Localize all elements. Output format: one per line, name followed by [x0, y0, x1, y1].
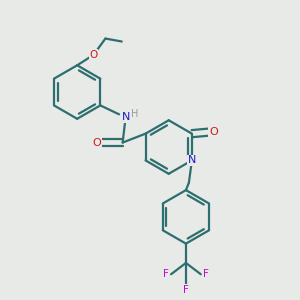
Text: N: N	[122, 112, 130, 122]
Text: N: N	[188, 155, 196, 165]
Text: O: O	[92, 138, 101, 148]
Text: F: F	[203, 269, 209, 279]
Text: O: O	[89, 50, 98, 60]
Text: O: O	[209, 127, 218, 137]
Text: F: F	[183, 285, 189, 295]
Text: H: H	[131, 109, 138, 119]
Text: F: F	[163, 269, 169, 279]
